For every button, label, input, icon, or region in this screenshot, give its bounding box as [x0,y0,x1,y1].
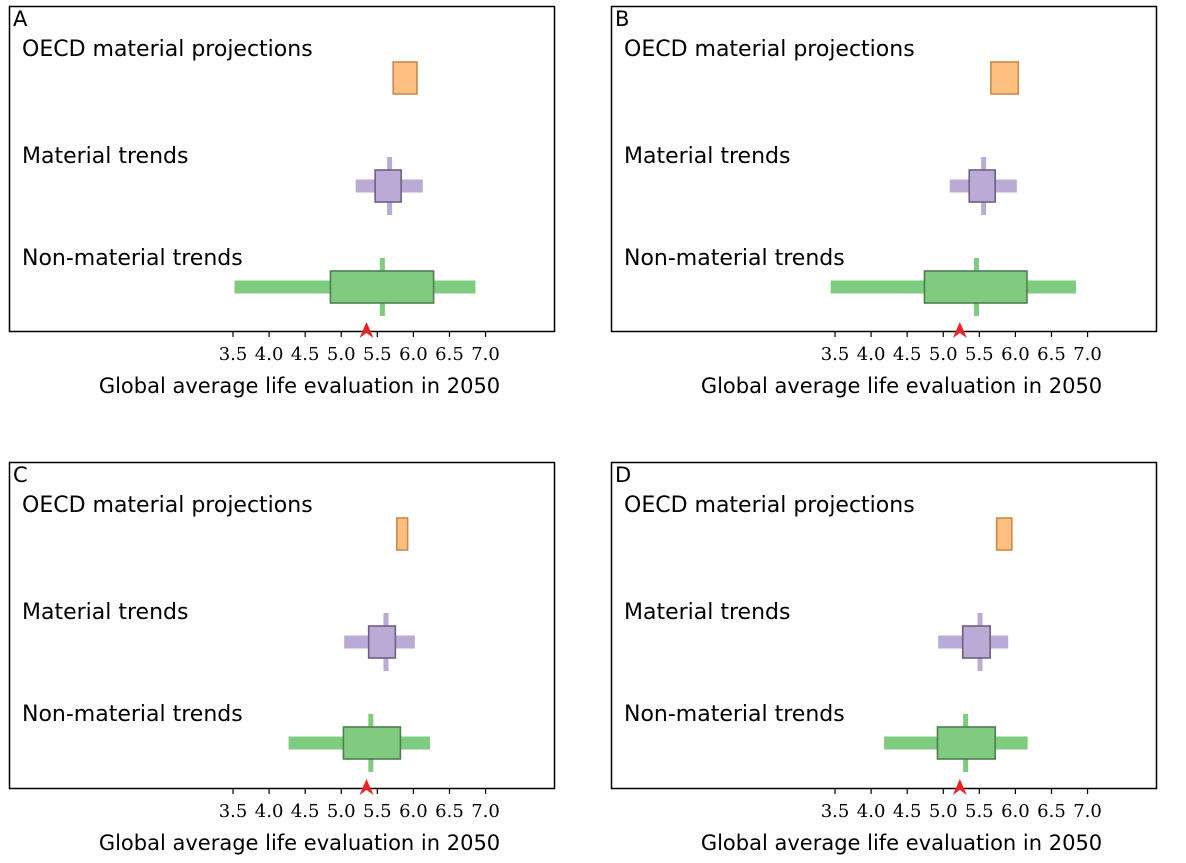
iqr-box [392,61,418,95]
x-tick-label: 6.0 [399,801,428,822]
x-tick-label: 5.0 [327,344,356,365]
x-tick-label: 4.0 [255,344,284,365]
x-axis-label: Global average life evaluation in 2050 [99,374,500,398]
iqr-box [923,270,1028,304]
x-tick-label: 5.5 [965,801,994,822]
iqr-box [995,517,1013,551]
plot-frame [8,461,556,790]
chart-panel-d: D OECD material projections Material trend… [610,461,1158,855]
panel-label: C [13,463,28,487]
median-marker [974,272,979,302]
median-marker [380,272,385,302]
x-tick-label: 6.5 [1037,801,1066,822]
x-axis-label: Global average life evaluation in 2050 [99,831,500,855]
x-tick-label: 4.0 [857,344,886,365]
iqr-box [329,270,435,304]
reference-marker [952,779,967,795]
x-tick-label: 5.5 [363,801,392,822]
x-tick-label: 4.5 [893,344,922,365]
row-label: Non-material trends [624,246,845,271]
median-marker [368,728,373,758]
panel-label: A [13,7,28,31]
chart-panel-c: C OECD material projections Material trend… [8,461,556,855]
x-tick-label: 3.5 [821,344,850,365]
x-tick-label: 7.0 [1073,801,1102,822]
iqr-box [968,169,996,203]
median-marker [978,627,983,657]
x-axis-label: Global average life evaluation in 2050 [701,374,1102,398]
iqr-box [396,517,409,551]
median-marker [387,171,392,201]
x-tick-label: 3.5 [219,344,248,365]
row-label: OECD material projections [624,493,915,518]
x-tick-label: 3.5 [821,801,850,822]
x-tick-label: 6.5 [435,801,464,822]
iqr-box [990,61,1020,95]
reference-marker [359,322,374,338]
x-tick-label: 4.5 [893,801,922,822]
x-axis-label: Global average life evaluation in 2050 [701,831,1102,855]
chart-panel-b: B OECD material projections Material trend… [610,5,1158,398]
row-label: Material trends [22,144,188,169]
median-marker [383,627,388,657]
plot-frame [8,5,556,333]
row-label: Non-material trends [22,702,243,727]
x-tick-label: 6.5 [1037,344,1066,365]
iqr-box [342,726,402,760]
x-tick-label: 6.5 [435,344,464,365]
row-label: OECD material projections [22,37,313,62]
reference-marker [952,322,967,338]
row-label: Material trends [624,600,790,625]
x-tick-label: 5.5 [363,344,392,365]
plot-frame [610,461,1158,790]
x-tick-label: 6.0 [1001,801,1030,822]
median-marker [963,728,968,758]
x-tick-label: 5.5 [965,344,994,365]
x-tick-label: 5.0 [929,344,958,365]
plot-frame [610,5,1158,333]
x-tick-label: 4.5 [291,801,320,822]
iqr-box [374,169,402,203]
row-label: Material trends [22,600,188,625]
panel-label: D [615,463,631,487]
x-tick-label: 7.0 [1073,344,1102,365]
iqr-box [936,726,996,760]
x-tick-label: 4.0 [857,801,886,822]
x-tick-label: 7.0 [471,344,500,365]
row-label: Non-material trends [624,702,845,727]
x-tick-label: 6.0 [399,344,428,365]
row-label: OECD material projections [22,493,313,518]
iqr-box [961,625,991,659]
x-tick-label: 5.0 [929,801,958,822]
x-tick-label: 4.5 [291,344,320,365]
row-label: Material trends [624,144,790,169]
panel-label: B [615,7,629,31]
median-marker [981,171,986,201]
x-tick-label: 7.0 [471,801,500,822]
row-label: OECD material projections [624,37,915,62]
x-tick-label: 6.0 [1001,344,1030,365]
chart-panel-a: A OECD material projections Material trend… [8,5,556,398]
reference-marker [359,779,374,795]
iqr-box [367,625,397,659]
row-label: Non-material trends [22,246,243,271]
x-tick-label: 4.0 [255,801,284,822]
x-tick-label: 3.5 [219,801,248,822]
x-tick-label: 5.0 [327,801,356,822]
